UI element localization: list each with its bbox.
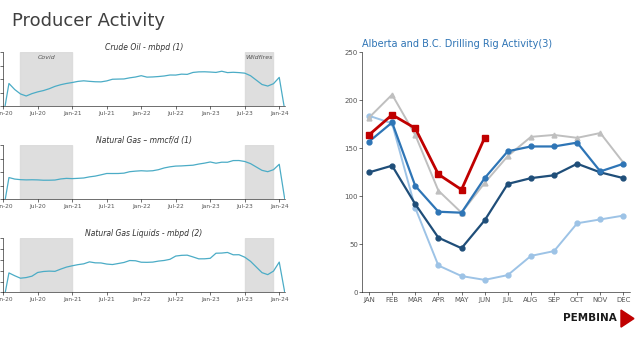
- 2023: [388, 120, 396, 124]
- 2023: [365, 140, 373, 144]
- Text: Robust producer activity is driving growth in crude oil, natural gas, and NGL vo: Robust producer activity is driving grow…: [8, 314, 396, 323]
- 2023: [620, 162, 627, 166]
- 2023: [435, 210, 442, 214]
- Bar: [244, 238, 273, 292]
- 2020: [388, 121, 396, 125]
- Polygon shape: [621, 310, 634, 327]
- 2022: [620, 161, 627, 165]
- 2021: [412, 202, 419, 206]
- 2022: [596, 131, 604, 135]
- 2022: [573, 136, 581, 140]
- 2024: [435, 172, 442, 176]
- 2020: [458, 274, 465, 278]
- Text: Producer Activity: Producer Activity: [12, 12, 164, 30]
- Bar: [20, 52, 72, 106]
- Bar: [20, 145, 72, 199]
- 2022: [435, 189, 442, 193]
- 2022: [412, 133, 419, 137]
- 2023: [504, 149, 511, 153]
- 2022: [550, 133, 558, 137]
- 2023: [550, 144, 558, 148]
- Text: Covid: Covid: [38, 54, 55, 59]
- Bar: [20, 238, 72, 292]
- 2021: [550, 173, 558, 177]
- 2021: [458, 246, 465, 250]
- 2020: [596, 217, 604, 221]
- 2020: [365, 114, 373, 118]
- Title: Natural Gas Liquids - mbpd (2): Natural Gas Liquids - mbpd (2): [86, 228, 203, 238]
- 2021: [527, 176, 535, 180]
- 2024: [481, 136, 488, 140]
- Line: 2023: 2023: [367, 120, 626, 215]
- 2024: [365, 133, 373, 137]
- Line: 2022: 2022: [367, 92, 626, 215]
- 2021: [388, 164, 396, 168]
- 2020: [550, 249, 558, 253]
- 2021: [596, 170, 604, 174]
- 2020: [573, 221, 581, 225]
- 2021: [573, 162, 581, 166]
- 2022: [504, 154, 511, 158]
- Line: 2024: 2024: [366, 112, 488, 192]
- 2023: [527, 144, 535, 148]
- 2022: [458, 211, 465, 215]
- 2021: [620, 176, 627, 180]
- Bar: [244, 145, 273, 199]
- 2021: [365, 170, 373, 174]
- Bar: [244, 52, 273, 106]
- 2021: [481, 218, 488, 222]
- 2023: [573, 141, 581, 145]
- 2023: [458, 211, 465, 215]
- 2024: [388, 113, 396, 117]
- Text: Wildfires: Wildfires: [245, 54, 273, 59]
- 2022: [481, 181, 488, 185]
- Title: Natural Gas – mmcf/d (1): Natural Gas – mmcf/d (1): [96, 136, 192, 145]
- 2023: [481, 176, 488, 180]
- 2022: [388, 93, 396, 97]
- 2021: [504, 182, 511, 186]
- 2022: [527, 135, 535, 139]
- Text: 13: 13: [522, 314, 538, 323]
- Text: Alberta and B.C. Drilling Rig Activity(3): Alberta and B.C. Drilling Rig Activity(3…: [362, 39, 552, 49]
- 2021: [435, 236, 442, 240]
- Line: 2021: 2021: [367, 161, 626, 251]
- 2022: [365, 116, 373, 120]
- 2020: [412, 206, 419, 210]
- 2020: [527, 254, 535, 258]
- Title: Crude Oil - mbpd (1): Crude Oil - mbpd (1): [105, 43, 183, 52]
- 2023: [596, 169, 604, 173]
- 2024: [412, 126, 419, 130]
- 2023: [412, 184, 419, 188]
- Line: 2020: 2020: [367, 113, 626, 282]
- 2020: [435, 263, 442, 267]
- Text: PEMBINA: PEMBINA: [563, 313, 617, 323]
- 2020: [620, 214, 627, 218]
- 2020: [481, 278, 488, 282]
- 2024: [458, 188, 465, 192]
- 2020: [504, 273, 511, 277]
